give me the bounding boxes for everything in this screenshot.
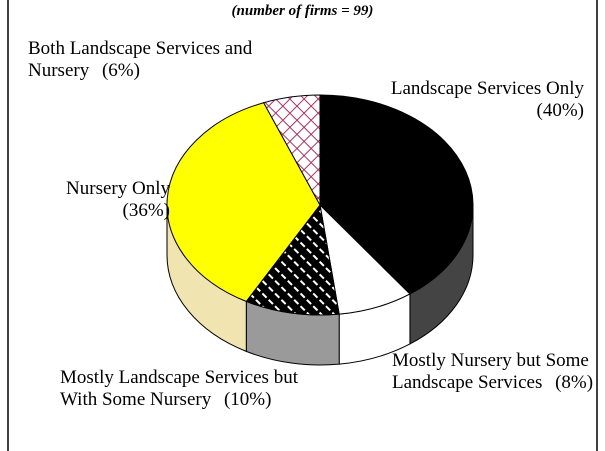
category-name: Mostly Nursery but Some Landscape Servic… [392, 350, 589, 393]
slice [166, 102, 321, 302]
value-label: (10%) [223, 389, 272, 410]
slice-label: Landscape Services Only (40%) [372, 78, 584, 122]
value-label: (36%) [122, 200, 170, 221]
slice [319, 94, 474, 295]
value-label: (40%) [536, 100, 584, 121]
slice-label: Nursery Only (36%) [18, 178, 170, 222]
slice [245, 203, 340, 316]
category-name: Nursery Only [66, 178, 170, 199]
category-name: Landscape Services Only [390, 78, 584, 99]
slice-label: Mostly Landscape Services but With Some … [60, 367, 335, 411]
category-name: Both Landscape Services and Nursery [28, 38, 253, 81]
slice-label: Both Landscape Services and Nursery (6%) [28, 38, 278, 82]
value-label: (8%) [555, 372, 594, 393]
category-name: Mostly Landscape Services but With Some … [60, 367, 298, 410]
subtitle: (number of firms = 99) [231, 3, 374, 19]
value-label: (6%) [101, 60, 140, 81]
slice-label: Mostly Nursery but Some Landscape Servic… [392, 350, 597, 394]
slice [262, 94, 321, 206]
